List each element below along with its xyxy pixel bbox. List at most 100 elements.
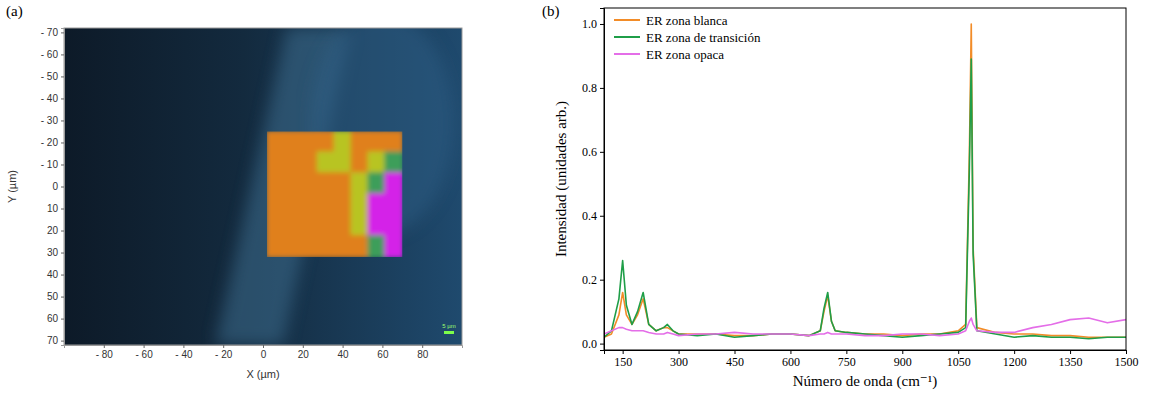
map-cell — [300, 214, 319, 237]
x-axis-title: Número de onda (cm⁻¹) — [793, 373, 937, 390]
tick: 50 — [47, 291, 64, 302]
map-cell — [334, 151, 353, 174]
tick-label: - 20 — [215, 349, 233, 360]
tick-mark — [61, 297, 64, 298]
tick-mark — [958, 350, 959, 354]
tick-mark — [382, 345, 383, 348]
tick: 0 — [52, 181, 64, 192]
tick-label: 40 — [47, 269, 59, 280]
map-cell — [317, 172, 336, 195]
map-cell — [334, 235, 353, 257]
y-axis: - 70- 60- 50- 40- 30- 20- 10010203040506… — [41, 27, 65, 346]
tick-label: 1050 — [947, 355, 971, 369]
y-axis-title: Intensidad (unidades arb.) — [553, 101, 570, 257]
tick: 150 — [614, 350, 632, 369]
map-cell — [384, 172, 402, 195]
map-cell — [317, 131, 336, 153]
tick-label: 450 — [726, 355, 744, 369]
tick: - 70 — [41, 27, 64, 38]
tick: 300 — [670, 350, 688, 369]
plot-area — [64, 28, 462, 345]
tick-mark — [600, 216, 604, 217]
tick-label: - 60 — [41, 49, 59, 60]
panel-label: (b) — [542, 3, 560, 20]
map-cell — [300, 193, 319, 216]
map-cell — [267, 235, 285, 257]
tick-mark — [790, 350, 791, 354]
tick-mark — [846, 350, 847, 354]
tick-label: 60 — [47, 313, 59, 324]
tick-label: 50 — [47, 291, 59, 302]
map-cell — [351, 193, 370, 216]
tick-mark — [61, 120, 64, 121]
tick-mark — [144, 345, 145, 348]
tick: 0 — [261, 345, 267, 360]
tick-mark — [61, 253, 64, 254]
tick-mark — [600, 280, 604, 281]
map-cell — [334, 193, 353, 216]
x-axis: 1503004506007509001050120013501500 — [605, 350, 1139, 369]
tick-mark — [263, 345, 264, 348]
tick-label: - 30 — [41, 115, 59, 126]
map-cell — [384, 235, 402, 257]
tick: - 60 — [135, 345, 153, 360]
tick: 20 — [298, 345, 310, 360]
tick: 600 — [782, 350, 800, 369]
tick-label: 80 — [417, 349, 429, 360]
tick: 0.2 — [582, 273, 604, 287]
tick: 0.6 — [582, 145, 604, 159]
x-axis-title: X (µm) — [246, 368, 279, 380]
tick-mark — [61, 209, 64, 210]
tick-mark — [104, 345, 105, 348]
map-cell — [384, 151, 402, 174]
tick: - 30 — [41, 115, 64, 126]
tick-mark — [623, 350, 624, 354]
tick: 10 — [47, 203, 64, 214]
tick: 80 — [417, 345, 429, 360]
tick-label: 1500 — [1115, 355, 1139, 369]
plot-area — [604, 24, 1126, 339]
map-cell — [283, 151, 302, 174]
tick: 70 — [47, 335, 64, 346]
map-cell — [351, 172, 370, 195]
scale-bar — [444, 331, 454, 334]
tick-label: 600 — [782, 355, 800, 369]
legend-label: ER zona de transición — [646, 30, 761, 45]
map-cell — [367, 235, 386, 257]
legend-swatch — [614, 53, 640, 55]
tick-label: 60 — [377, 349, 389, 360]
y-axis-title: Y (µm) — [6, 170, 18, 203]
tick: 60 — [47, 313, 64, 324]
legend: ER zona blancaER zona de transiciónER zo… — [614, 13, 761, 62]
tick: - 40 — [175, 345, 193, 360]
map-cell — [300, 172, 319, 195]
y-axis: 0.00.20.40.60.81.0 — [582, 9, 605, 351]
tick-label: 0.8 — [582, 81, 597, 95]
tick-mark — [343, 345, 344, 348]
tick-mark — [61, 319, 64, 320]
tick-label: 0 — [261, 349, 267, 360]
tick-mark — [61, 231, 64, 232]
tick: 1500 — [1115, 350, 1139, 369]
tick-label: - 70 — [41, 27, 59, 38]
map-cell — [267, 172, 285, 195]
map-cell — [367, 193, 386, 216]
map-cell — [351, 131, 370, 153]
spectrum-line — [604, 24, 1126, 337]
tick-mark — [600, 152, 604, 153]
tick-label: 40 — [338, 349, 350, 360]
tick: 1350 — [1059, 350, 1083, 369]
map-cell — [367, 151, 386, 174]
map-cell — [367, 131, 386, 153]
tick-label: 0.4 — [582, 209, 597, 223]
map-cell — [317, 235, 336, 257]
axis-line — [600, 9, 605, 351]
tick-mark — [600, 88, 604, 89]
tick-mark — [61, 187, 64, 188]
map-cell — [384, 131, 402, 153]
tick-label: 900 — [894, 355, 912, 369]
tick-mark — [61, 142, 64, 143]
map-cell — [267, 131, 285, 153]
tick-label: 0 — [52, 181, 58, 192]
tick-label: 20 — [47, 225, 59, 236]
